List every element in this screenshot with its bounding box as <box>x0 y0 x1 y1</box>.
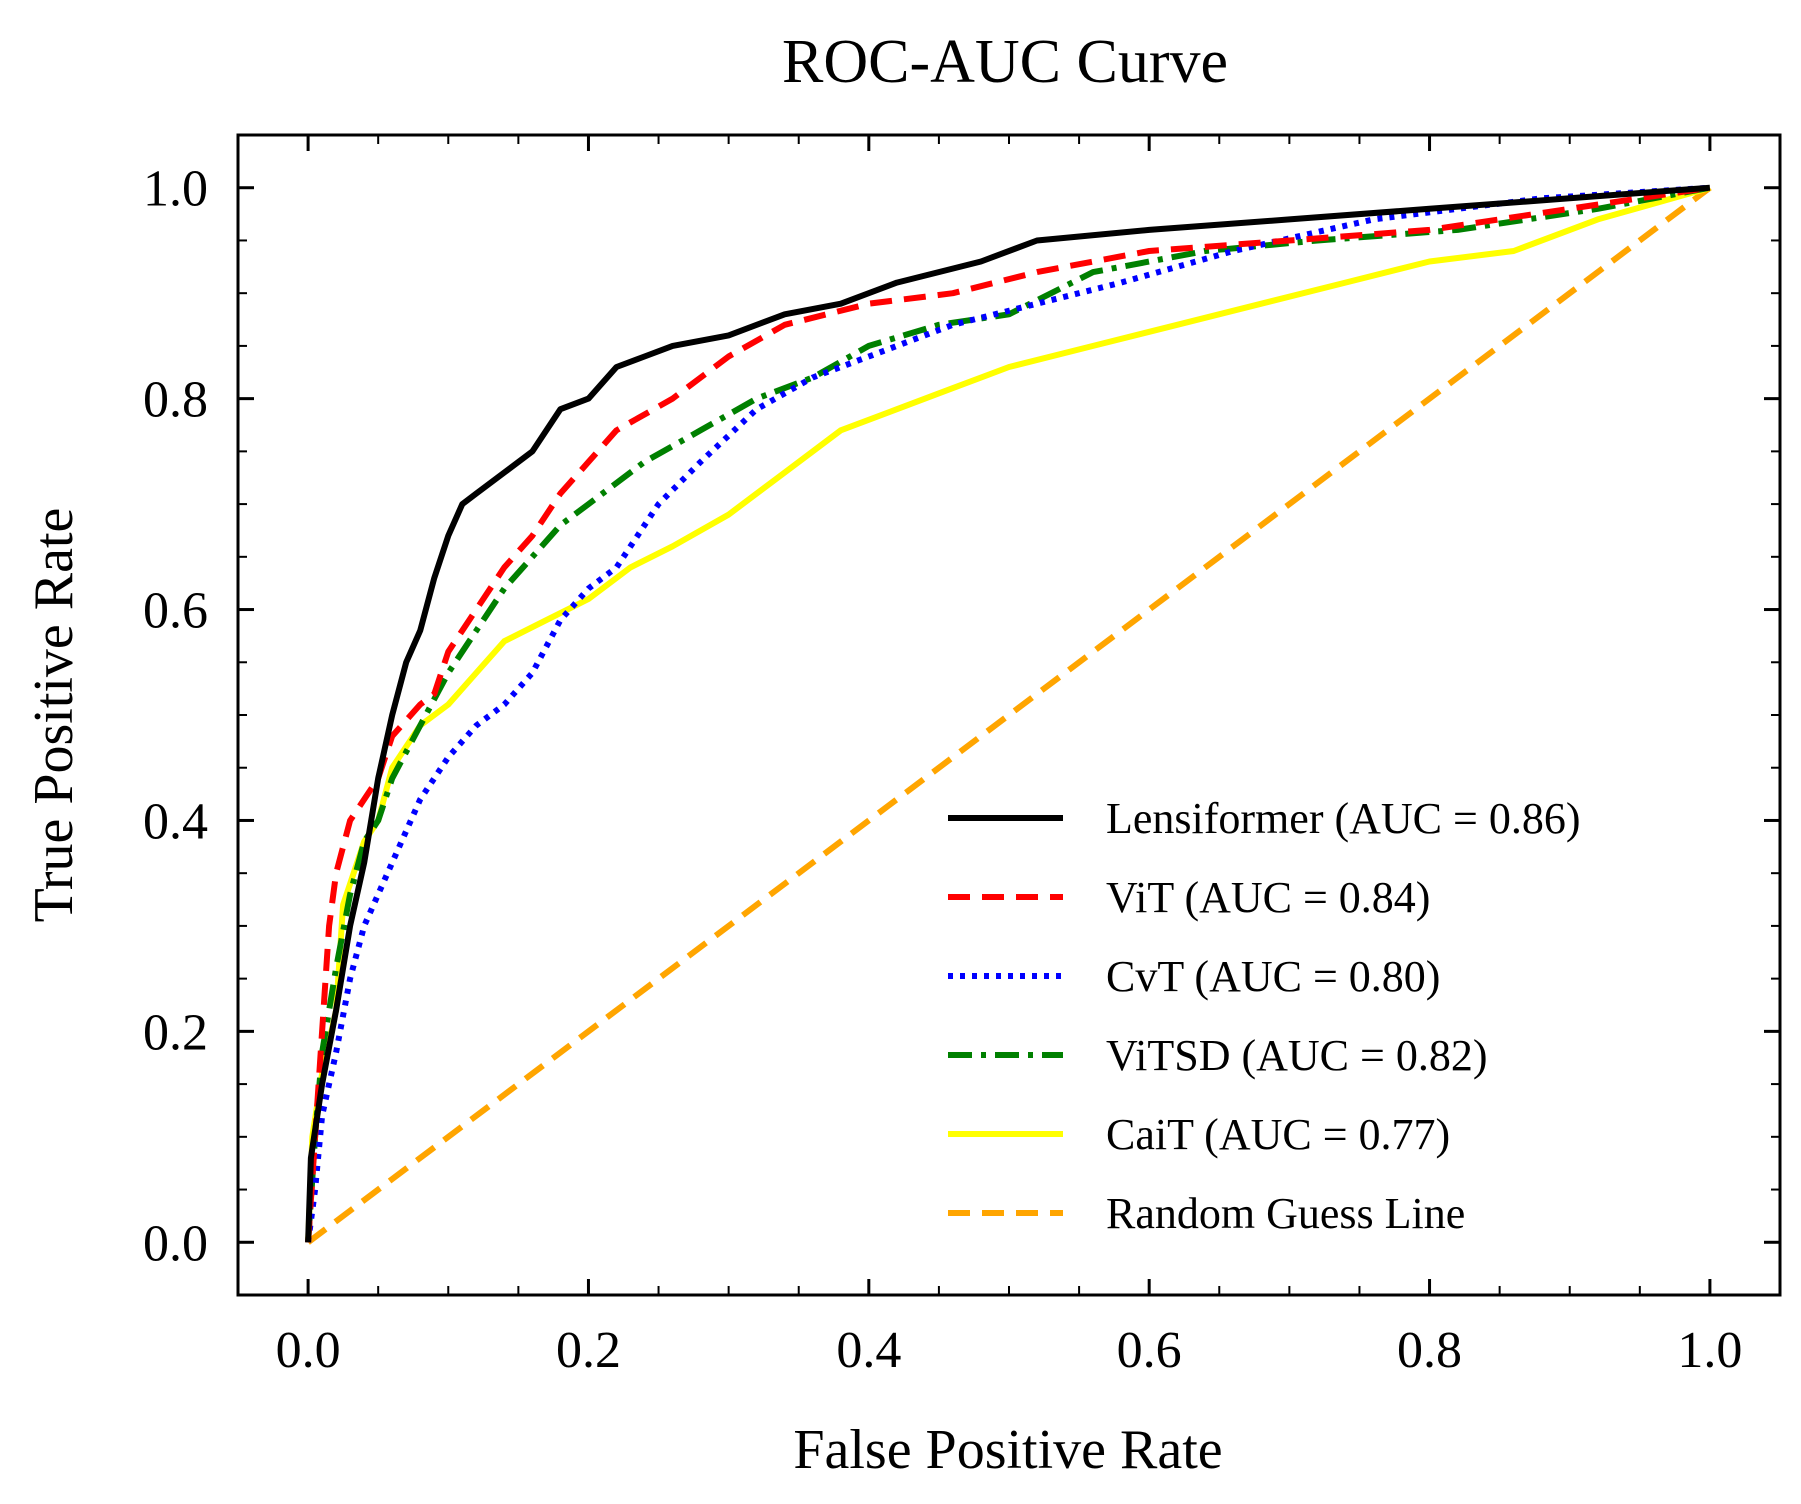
y-tick-label: 0.2 <box>143 1004 208 1061</box>
plot-area <box>236 133 1782 1297</box>
x-tick-label: 0.8 <box>1397 1322 1462 1379</box>
y-tick-label: 0.6 <box>143 583 208 640</box>
legend: Lensiformer (AUC = 0.86) ViT (AUC = 0.84)… <box>948 794 1580 1238</box>
legend-label-2: CvT (AUC = 0.80) <box>1106 952 1440 1001</box>
legend-label-4: CaiT (AUC = 0.77) <box>1106 1110 1450 1159</box>
x-tick-label: 0.0 <box>276 1322 341 1379</box>
legend-label-0: Lensiformer (AUC = 0.86) <box>1106 794 1580 843</box>
series-line-1 <box>305 184 1711 1243</box>
x-tick-label: 0.6 <box>1117 1322 1182 1379</box>
x-axis-label: False Positive Rate <box>793 1419 1222 1481</box>
legend-label-1: ViT (AUC = 0.84) <box>1106 873 1430 922</box>
series-line-5 <box>306 185 1712 1245</box>
y-tick-label: 0.8 <box>143 372 208 429</box>
y-tick-label: 0.4 <box>143 793 208 850</box>
legend-label-5: Random Guess Line <box>1106 1189 1465 1238</box>
chart-title: ROC-AUC Curve <box>782 28 1228 96</box>
tick-label-layer: 0.0 0.2 0.4 0.6 0.8 1.0 0.0 0.2 0.4 0.6 0.8 1.0 <box>143 161 1742 1379</box>
series-line-3 <box>305 184 1711 1243</box>
series-line-4 <box>305 184 1711 1243</box>
tick-layer <box>238 135 1780 1295</box>
legend-label-3: ViTSD (AUC = 0.82) <box>1106 1031 1488 1080</box>
x-tick-label: 0.4 <box>836 1322 901 1379</box>
series-layer <box>305 184 1712 1245</box>
y-tick-label: 1.0 <box>143 161 208 218</box>
y-axis-label: True Positive Rate <box>23 508 85 923</box>
series-line-0 <box>305 184 1711 1243</box>
series-line-2 <box>305 184 1711 1243</box>
x-tick-label: 0.2 <box>556 1322 621 1379</box>
x-tick-label: 1.0 <box>1677 1322 1742 1379</box>
y-tick-label: 0.0 <box>143 1215 208 1272</box>
